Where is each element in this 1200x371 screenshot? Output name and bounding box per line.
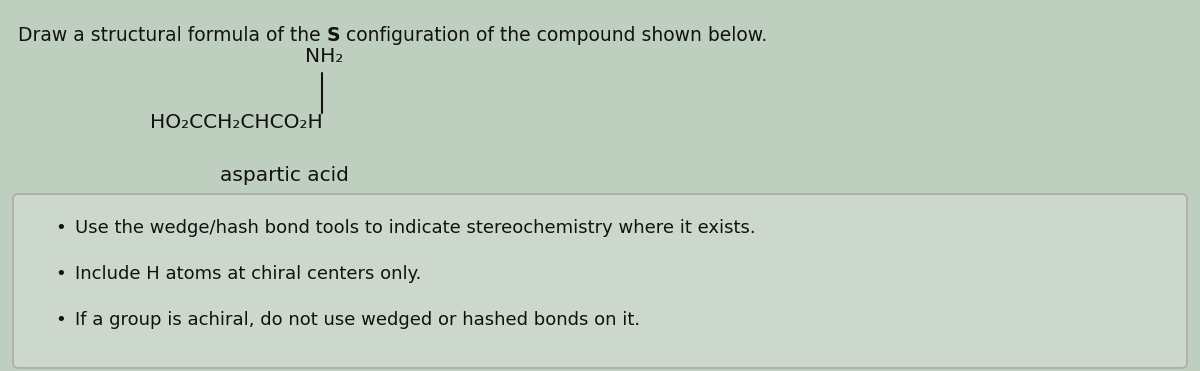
Text: Include H atoms at chiral centers only.: Include H atoms at chiral centers only. (74, 265, 421, 283)
Text: HO₂CCH₂CHCO₂H: HO₂CCH₂CHCO₂H (150, 113, 323, 132)
Text: •: • (55, 265, 66, 283)
Text: •: • (55, 311, 66, 329)
Text: Draw a structural formula of the: Draw a structural formula of the (18, 26, 326, 45)
FancyBboxPatch shape (13, 194, 1187, 368)
Text: •: • (55, 219, 66, 237)
Text: S: S (326, 26, 340, 45)
Text: aspartic acid: aspartic acid (220, 166, 349, 185)
Text: configuration of the compound shown below.: configuration of the compound shown belo… (340, 26, 767, 45)
Text: NH₂: NH₂ (305, 47, 343, 66)
Text: If a group is achiral, do not use wedged or hashed bonds on it.: If a group is achiral, do not use wedged… (74, 311, 640, 329)
Text: Use the wedge/hash bond tools to indicate stereochemistry where it exists.: Use the wedge/hash bond tools to indicat… (74, 219, 756, 237)
